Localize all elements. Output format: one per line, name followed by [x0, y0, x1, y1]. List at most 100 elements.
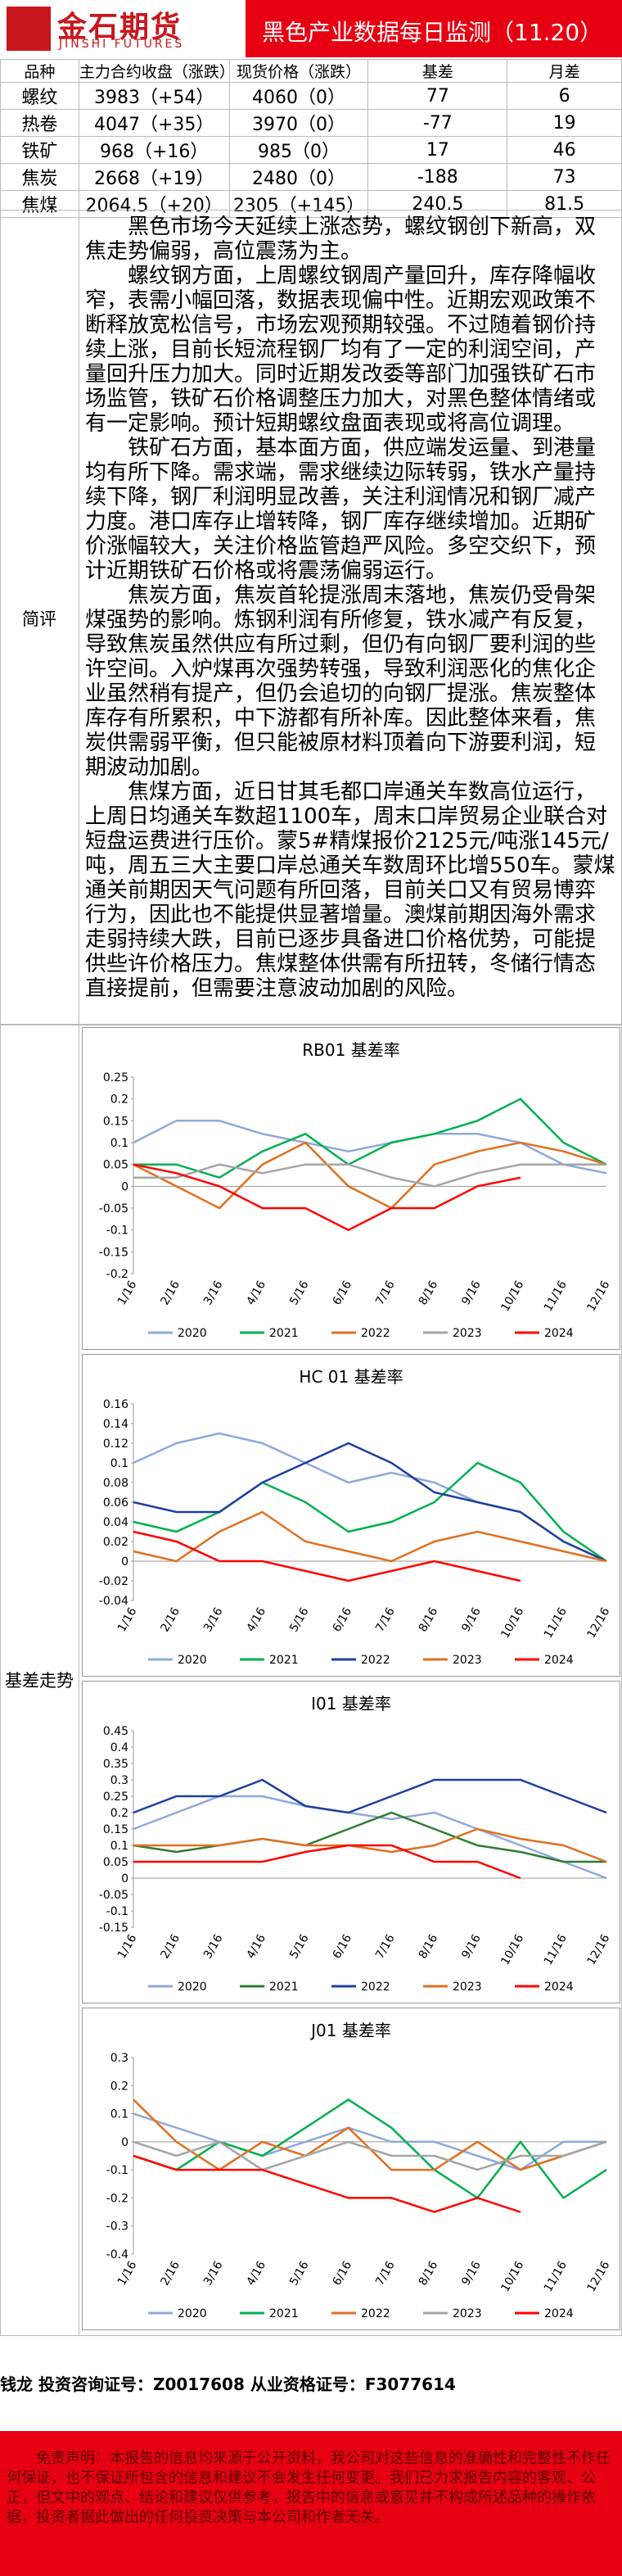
y-tick-label: -0.15 — [99, 1246, 128, 1259]
x-tick-label: 1/16 — [115, 1932, 140, 1961]
y-tick-label: -0.2 — [106, 2192, 128, 2205]
y-tick-label: 0.14 — [103, 1418, 128, 1431]
legend-label: 2024 — [544, 2307, 574, 2320]
table-cell: 2668（+19） — [78, 163, 230, 191]
x-tick-label: 8/16 — [417, 1605, 441, 1634]
chart-frame: HC 01 基差率 -0.04 -0.02 0 0.02 0.04 0.06 0.08 0.1 0… — [82, 1354, 620, 1677]
table-cell: 焦炭 — [0, 163, 79, 191]
y-tick-label: -0.1 — [106, 1225, 128, 1238]
table-cell: 73 — [507, 163, 622, 191]
legend-label: 2023 — [453, 1654, 482, 1667]
column-header: 月差 — [507, 59, 622, 83]
y-tick-label: 0 — [121, 1180, 128, 1193]
series-line — [133, 1778, 607, 1814]
table-body: 螺纹 3983（+54） 4060（0） 77 6 热卷 4047（+35） 3970（0） -… — [0, 82, 622, 218]
chart: RB01 基差率 -0.2 -0.15 -0.1 -0.05 0 0.05 0.1 0.15 0.… — [99, 1040, 613, 1340]
column-header: 现货价格（涨跌） — [228, 59, 369, 83]
disclaimer-box — [0, 2431, 622, 2576]
column-header: 基差 — [367, 59, 508, 83]
table-cell: 热卷 — [0, 109, 79, 137]
table-cell: 6 — [507, 82, 622, 110]
table-cell: 3983（+54） — [78, 82, 230, 110]
x-tick-label: 9/16 — [459, 1279, 484, 1307]
y-tick-label: -0.05 — [99, 1202, 128, 1216]
chart: HC 01 基差率 -0.04 -0.02 0 0.02 0.04 0.06 0.08 0.1 0… — [99, 1367, 613, 1667]
table-cell: 240.5 — [367, 190, 508, 218]
table-cell: 4047（+35） — [78, 109, 230, 137]
x-tick-label: 1/16 — [115, 2259, 140, 2288]
price-table: 品种 主力合约收盘（涨跌） 现货价格（涨跌） 基差 月差 螺纹 3983（+54） 4060… — [0, 59, 622, 218]
x-tick-label: 8/16 — [417, 1279, 441, 1307]
chart-frame: J01 基差率 -0.4 -0.3 -0.2 -0.1 0 0.1 0.2 0.3 1/16 2/1… — [82, 2008, 620, 2330]
series-line — [133, 1510, 607, 1563]
x-tick-label: 12/16 — [584, 2259, 612, 2294]
logo-icon — [7, 7, 51, 51]
y-tick-label: 0.1 — [110, 1457, 128, 1470]
y-tick-label: 0.2 — [110, 1807, 128, 1820]
y-tick-label: -0.1 — [106, 2164, 128, 2177]
y-tick-label: 0.1 — [110, 1137, 128, 1150]
x-tick-label: 11/16 — [542, 1605, 570, 1641]
column-header: 主力合约收盘（涨跌） — [78, 59, 235, 83]
table-cell: 46 — [507, 136, 622, 164]
x-tick-label: 3/16 — [201, 1605, 226, 1634]
y-tick-label: 0.12 — [103, 1437, 128, 1451]
series-line — [133, 1163, 606, 1188]
y-tick-label: 0.15 — [103, 1823, 128, 1836]
y-tick-label: -0.2 — [106, 1268, 128, 1281]
table-cell: -188 — [367, 163, 508, 191]
section-label: 简评 — [22, 609, 56, 629]
x-tick-label: 10/16 — [498, 1605, 526, 1641]
y-tick-label: 0.2 — [110, 2080, 128, 2093]
table-cell: 铁矿 — [0, 136, 79, 164]
chart-title: I01 基差率 — [311, 1694, 391, 1714]
series-line — [133, 1163, 521, 1232]
series-line — [133, 1795, 607, 1880]
series-line — [133, 1120, 607, 1175]
table-cell: 77 — [367, 82, 508, 110]
y-tick-label: 0.25 — [103, 1071, 128, 1084]
y-tick-label: 0.06 — [103, 1496, 128, 1510]
logo-text: 金石期货 — [57, 11, 183, 44]
x-tick-label: 7/16 — [373, 1605, 398, 1634]
table-cell: 4060（0） — [228, 82, 369, 110]
y-tick-label: 0.1 — [110, 1840, 128, 1853]
series-line — [133, 1141, 607, 1210]
table-cell: 985（0） — [228, 136, 369, 164]
x-tick-label: 12/16 — [584, 1605, 612, 1641]
x-tick-label: 5/16 — [287, 2259, 312, 2288]
y-tick-label: 0.05 — [103, 1856, 128, 1869]
y-tick-label: 0.16 — [103, 1398, 128, 1411]
y-tick-label: 0.02 — [103, 1536, 128, 1549]
x-tick-label: 9/16 — [459, 2259, 484, 2288]
table-cell: 968（+16） — [78, 136, 230, 164]
y-tick-label: 0.3 — [110, 2052, 128, 2065]
series-line — [133, 2112, 606, 2171]
x-tick-label: 4/16 — [245, 1605, 269, 1634]
x-tick-label: 6/16 — [331, 2259, 355, 2288]
legend-label: 2024 — [544, 1981, 574, 1994]
title: 黑色产业数据每日监测（11.20） — [262, 19, 603, 46]
x-tick-label: 2/16 — [158, 1605, 183, 1634]
x-tick-label: 8/16 — [417, 1932, 441, 1961]
series-line — [133, 1844, 521, 1880]
table-cell: 2305（+145） — [228, 190, 369, 218]
legend-label: 2020 — [178, 1654, 207, 1667]
x-tick-label: 12/16 — [584, 1279, 612, 1314]
x-tick-label: 4/16 — [245, 1932, 269, 1961]
x-tick-label: 11/16 — [542, 2259, 570, 2294]
table-cell: 2480（0） — [228, 163, 369, 191]
table-cell: 17 — [367, 136, 508, 164]
x-tick-label: 7/16 — [373, 1279, 398, 1307]
x-tick-label: 5/16 — [287, 1279, 312, 1307]
x-tick-label: 8/16 — [417, 2259, 441, 2288]
table-row: 焦煤 2064.5（+20） 2305（+145） 240.5 81.5 — [0, 190, 622, 218]
series-line — [133, 1442, 607, 1563]
legend-label: 2024 — [544, 1654, 574, 1667]
x-tick-label: 4/16 — [245, 1279, 269, 1307]
legend-label: 2021 — [269, 1981, 299, 1994]
legend-label: 2021 — [269, 1654, 299, 1667]
x-tick-label: 2/16 — [158, 1279, 183, 1307]
table-row: 铁矿 968（+16） 985（0） 17 46 — [0, 136, 622, 164]
